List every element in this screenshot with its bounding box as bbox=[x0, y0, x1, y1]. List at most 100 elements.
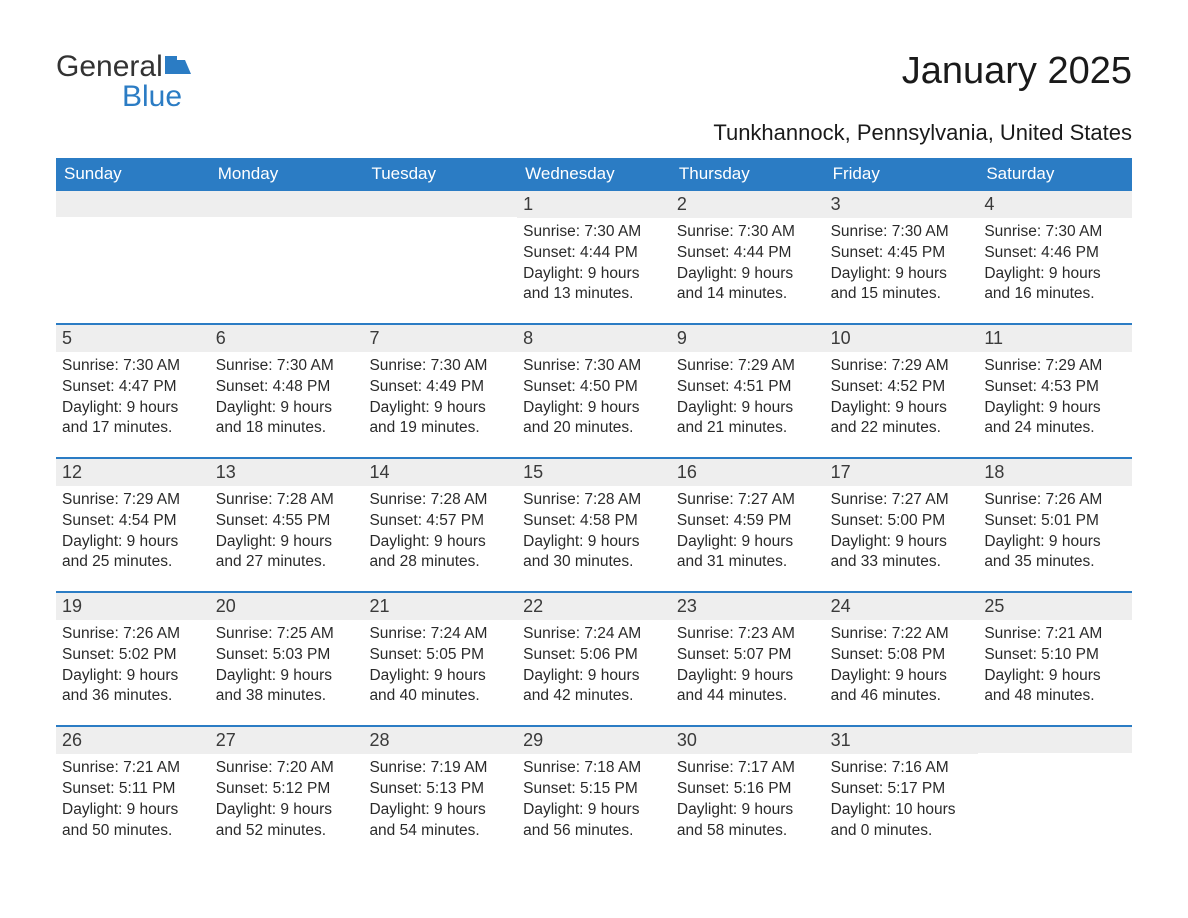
daylight2-text: and 20 minutes. bbox=[523, 418, 665, 439]
sunset-text: Sunset: 4:44 PM bbox=[677, 243, 819, 264]
sunset-text: Sunset: 4:53 PM bbox=[984, 377, 1126, 398]
sunset-text: Sunset: 5:00 PM bbox=[831, 511, 973, 532]
daylight2-text: and 52 minutes. bbox=[216, 821, 358, 842]
cell-body: Sunrise: 7:27 AMSunset: 4:59 PMDaylight:… bbox=[671, 486, 825, 573]
day-number: 6 bbox=[210, 325, 364, 352]
calendar-week: 12Sunrise: 7:29 AMSunset: 4:54 PMDayligh… bbox=[56, 457, 1132, 591]
day-number: 10 bbox=[825, 325, 979, 352]
sunrise-text: Sunrise: 7:26 AM bbox=[62, 624, 204, 645]
calendar-cell: 9Sunrise: 7:29 AMSunset: 4:51 PMDaylight… bbox=[671, 325, 825, 457]
day-number: 31 bbox=[825, 727, 979, 754]
daylight1-text: Daylight: 9 hours bbox=[369, 800, 511, 821]
sunset-text: Sunset: 4:44 PM bbox=[523, 243, 665, 264]
day-number: 1 bbox=[517, 191, 671, 218]
day-number: 16 bbox=[671, 459, 825, 486]
daylight1-text: Daylight: 9 hours bbox=[677, 666, 819, 687]
cell-body: Sunrise: 7:30 AMSunset: 4:49 PMDaylight:… bbox=[363, 352, 517, 439]
daylight2-text: and 33 minutes. bbox=[831, 552, 973, 573]
page-title: January 2025 bbox=[902, 50, 1132, 93]
calendar-cell: 25Sunrise: 7:21 AMSunset: 5:10 PMDayligh… bbox=[978, 593, 1132, 725]
calendar-cell: 28Sunrise: 7:19 AMSunset: 5:13 PMDayligh… bbox=[363, 727, 517, 859]
calendar-cell: 14Sunrise: 7:28 AMSunset: 4:57 PMDayligh… bbox=[363, 459, 517, 591]
brand-flag-icon bbox=[165, 50, 191, 80]
day-number: 19 bbox=[56, 593, 210, 620]
day-number: 18 bbox=[978, 459, 1132, 486]
logo-row: General Blue January 2025 bbox=[56, 50, 1132, 112]
sunrise-text: Sunrise: 7:26 AM bbox=[984, 490, 1126, 511]
calendar-cell: 15Sunrise: 7:28 AMSunset: 4:58 PMDayligh… bbox=[517, 459, 671, 591]
calendar-cell bbox=[56, 191, 210, 323]
cell-body: Sunrise: 7:21 AMSunset: 5:11 PMDaylight:… bbox=[56, 754, 210, 841]
daylight2-text: and 17 minutes. bbox=[62, 418, 204, 439]
sunrise-text: Sunrise: 7:19 AM bbox=[369, 758, 511, 779]
daylight1-text: Daylight: 9 hours bbox=[216, 398, 358, 419]
sunrise-text: Sunrise: 7:28 AM bbox=[216, 490, 358, 511]
sunrise-text: Sunrise: 7:30 AM bbox=[831, 222, 973, 243]
sunrise-text: Sunrise: 7:30 AM bbox=[216, 356, 358, 377]
calendar-cell: 6Sunrise: 7:30 AMSunset: 4:48 PMDaylight… bbox=[210, 325, 364, 457]
sunset-text: Sunset: 5:15 PM bbox=[523, 779, 665, 800]
cell-body bbox=[210, 217, 364, 221]
day-number: 9 bbox=[671, 325, 825, 352]
daylight1-text: Daylight: 9 hours bbox=[523, 398, 665, 419]
daylight2-text: and 58 minutes. bbox=[677, 821, 819, 842]
daylight1-text: Daylight: 9 hours bbox=[831, 532, 973, 553]
sunrise-text: Sunrise: 7:29 AM bbox=[677, 356, 819, 377]
daylight1-text: Daylight: 9 hours bbox=[984, 666, 1126, 687]
calendar-cell: 31Sunrise: 7:16 AMSunset: 5:17 PMDayligh… bbox=[825, 727, 979, 859]
cell-body: Sunrise: 7:26 AMSunset: 5:01 PMDaylight:… bbox=[978, 486, 1132, 573]
daylight1-text: Daylight: 9 hours bbox=[677, 264, 819, 285]
day-number: 12 bbox=[56, 459, 210, 486]
cell-body: Sunrise: 7:30 AMSunset: 4:45 PMDaylight:… bbox=[825, 218, 979, 305]
daylight2-text: and 40 minutes. bbox=[369, 686, 511, 707]
cell-body: Sunrise: 7:30 AMSunset: 4:44 PMDaylight:… bbox=[671, 218, 825, 305]
daylight2-text: and 28 minutes. bbox=[369, 552, 511, 573]
sunset-text: Sunset: 5:02 PM bbox=[62, 645, 204, 666]
calendar-cell: 11Sunrise: 7:29 AMSunset: 4:53 PMDayligh… bbox=[978, 325, 1132, 457]
calendar-cell: 22Sunrise: 7:24 AMSunset: 5:06 PMDayligh… bbox=[517, 593, 671, 725]
sunrise-text: Sunrise: 7:22 AM bbox=[831, 624, 973, 645]
daylight1-text: Daylight: 9 hours bbox=[984, 398, 1126, 419]
daylight1-text: Daylight: 9 hours bbox=[523, 666, 665, 687]
calendar-cell: 27Sunrise: 7:20 AMSunset: 5:12 PMDayligh… bbox=[210, 727, 364, 859]
sunrise-text: Sunrise: 7:30 AM bbox=[523, 356, 665, 377]
sunrise-text: Sunrise: 7:25 AM bbox=[216, 624, 358, 645]
calendar-cell: 26Sunrise: 7:21 AMSunset: 5:11 PMDayligh… bbox=[56, 727, 210, 859]
sunset-text: Sunset: 4:50 PM bbox=[523, 377, 665, 398]
daylight1-text: Daylight: 9 hours bbox=[677, 532, 819, 553]
daylight2-text: and 31 minutes. bbox=[677, 552, 819, 573]
daylight1-text: Daylight: 9 hours bbox=[523, 532, 665, 553]
sunset-text: Sunset: 5:11 PM bbox=[62, 779, 204, 800]
daylight2-text: and 14 minutes. bbox=[677, 284, 819, 305]
day-number bbox=[978, 727, 1132, 753]
sunrise-text: Sunrise: 7:27 AM bbox=[677, 490, 819, 511]
calendar-cell: 12Sunrise: 7:29 AMSunset: 4:54 PMDayligh… bbox=[56, 459, 210, 591]
daylight2-text: and 19 minutes. bbox=[369, 418, 511, 439]
daylight1-text: Daylight: 10 hours bbox=[831, 800, 973, 821]
brand-part2: Blue bbox=[122, 80, 182, 113]
cell-body bbox=[978, 753, 1132, 757]
day-header: Tuesday bbox=[363, 158, 517, 191]
sunrise-text: Sunrise: 7:24 AM bbox=[523, 624, 665, 645]
day-header: Sunday bbox=[56, 158, 210, 191]
daylight2-text: and 35 minutes. bbox=[984, 552, 1126, 573]
daylight1-text: Daylight: 9 hours bbox=[216, 532, 358, 553]
cell-body: Sunrise: 7:19 AMSunset: 5:13 PMDaylight:… bbox=[363, 754, 517, 841]
sunrise-text: Sunrise: 7:21 AM bbox=[984, 624, 1126, 645]
daylight1-text: Daylight: 9 hours bbox=[369, 666, 511, 687]
daylight2-text: and 46 minutes. bbox=[831, 686, 973, 707]
calendar-cell: 13Sunrise: 7:28 AMSunset: 4:55 PMDayligh… bbox=[210, 459, 364, 591]
sunset-text: Sunset: 5:07 PM bbox=[677, 645, 819, 666]
sunset-text: Sunset: 5:01 PM bbox=[984, 511, 1126, 532]
sunset-text: Sunset: 4:49 PM bbox=[369, 377, 511, 398]
sunrise-text: Sunrise: 7:28 AM bbox=[523, 490, 665, 511]
daylight2-text: and 22 minutes. bbox=[831, 418, 973, 439]
cell-body: Sunrise: 7:28 AMSunset: 4:55 PMDaylight:… bbox=[210, 486, 364, 573]
day-number: 22 bbox=[517, 593, 671, 620]
sunrise-text: Sunrise: 7:21 AM bbox=[62, 758, 204, 779]
sunset-text: Sunset: 4:59 PM bbox=[677, 511, 819, 532]
daylight2-text: and 48 minutes. bbox=[984, 686, 1126, 707]
day-header: Monday bbox=[210, 158, 364, 191]
daylight2-text: and 16 minutes. bbox=[984, 284, 1126, 305]
cell-body: Sunrise: 7:30 AMSunset: 4:46 PMDaylight:… bbox=[978, 218, 1132, 305]
